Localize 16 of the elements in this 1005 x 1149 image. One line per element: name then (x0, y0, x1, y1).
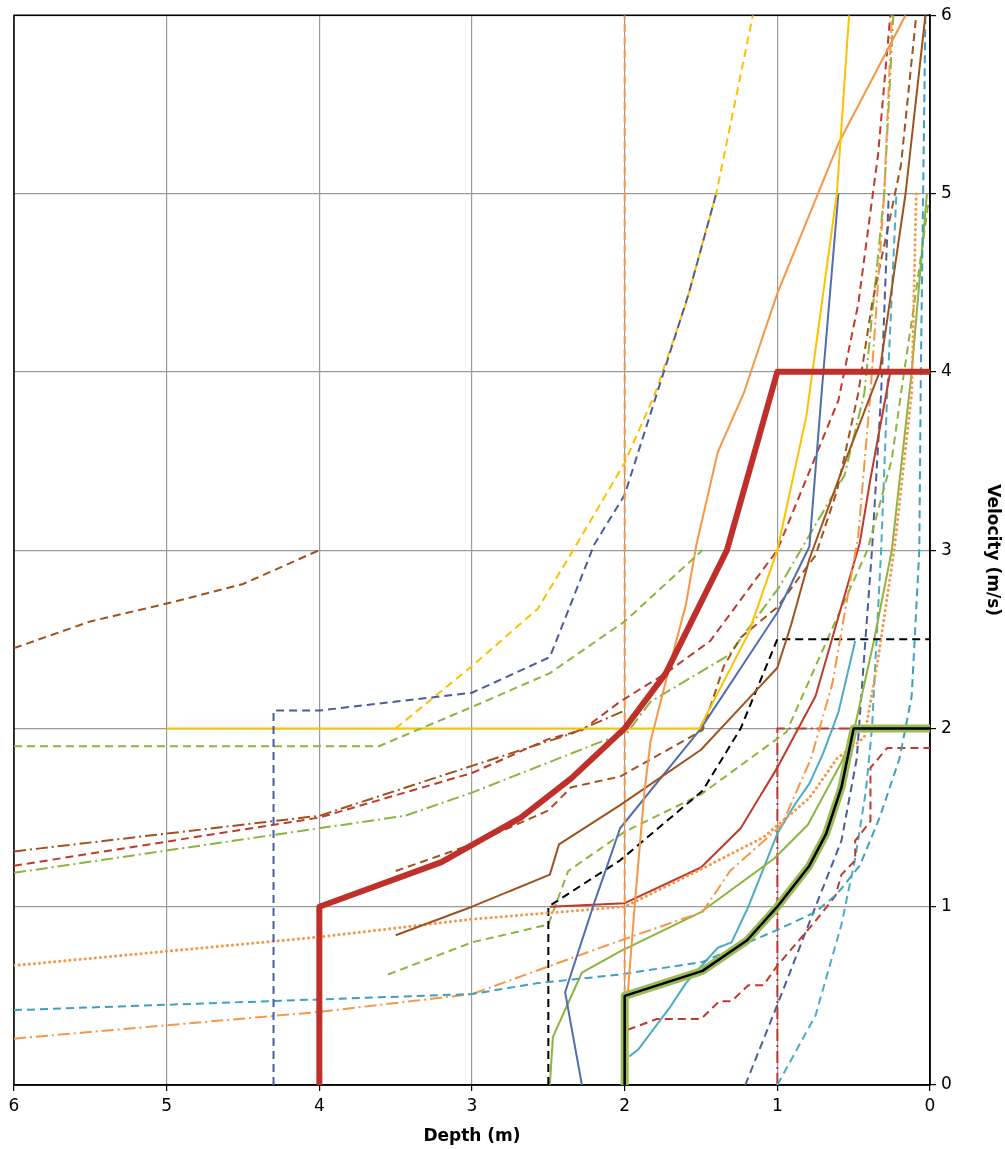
y-tick-label: 6 (941, 3, 952, 24)
x-tick-label: 2 (619, 1094, 631, 1115)
y-tick-label: 5 (941, 181, 952, 202)
x-axis-title: Depth (m) (423, 1125, 521, 1146)
y-tick-label: 3 (941, 538, 952, 559)
y-tick-label: 0 (941, 1073, 952, 1094)
x-tick-label: 5 (161, 1094, 173, 1115)
y-tick-label: 1 (941, 895, 952, 916)
x-tick-label: 0 (924, 1094, 936, 1115)
x-tick-label: 3 (466, 1094, 478, 1115)
x-tick-label: 4 (313, 1094, 325, 1115)
y-axis-title: Velocity (m/s) (984, 484, 1005, 617)
y-tick-label: 2 (941, 716, 952, 737)
x-tick-label: 6 (8, 1094, 20, 1115)
y-tick-label: 4 (941, 360, 952, 381)
x-tick-label: 1 (771, 1094, 783, 1115)
